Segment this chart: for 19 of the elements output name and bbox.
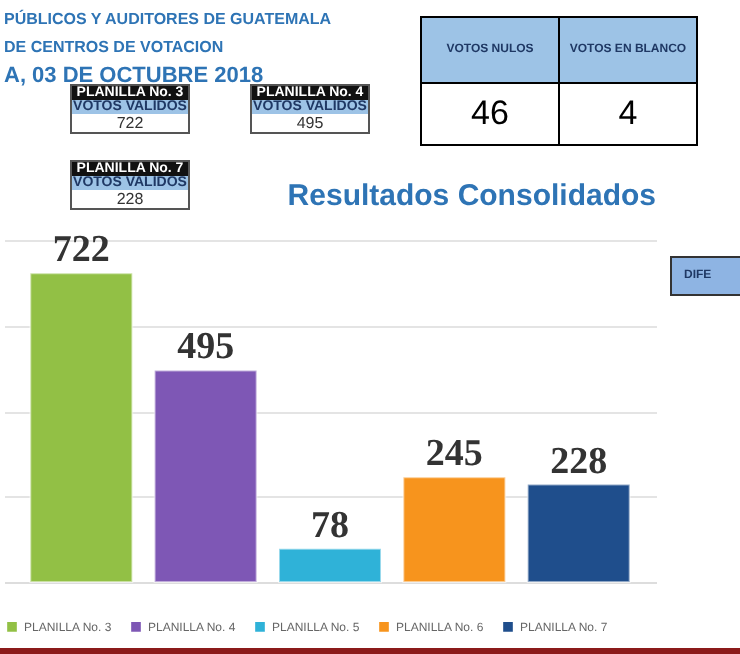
bar [278, 547, 382, 583]
bar [29, 272, 134, 583]
text: 228 [72, 190, 188, 208]
data-label: 722 [52, 229, 110, 272]
text: PÚBLICOS Y AUDITORES DE GUATEMALA [4, 10, 332, 28]
data-label: 78 [311, 504, 349, 547]
text: 46 [421, 83, 559, 145]
text: DE CENTROS DE VOTACION [4, 38, 224, 56]
data-label: 245 [425, 433, 483, 476]
text: 4 [559, 83, 697, 145]
text: A, 03 DE OCTUBRE 2018 [4, 64, 264, 88]
data-label: 495 [177, 326, 235, 369]
chart-title: Resultados Consolidados [287, 179, 656, 214]
data-label: 228 [550, 440, 608, 483]
bar [402, 476, 507, 583]
bar [153, 369, 258, 583]
bar [526, 483, 631, 583]
text: 495 [252, 114, 368, 132]
text: 722 [72, 114, 188, 132]
